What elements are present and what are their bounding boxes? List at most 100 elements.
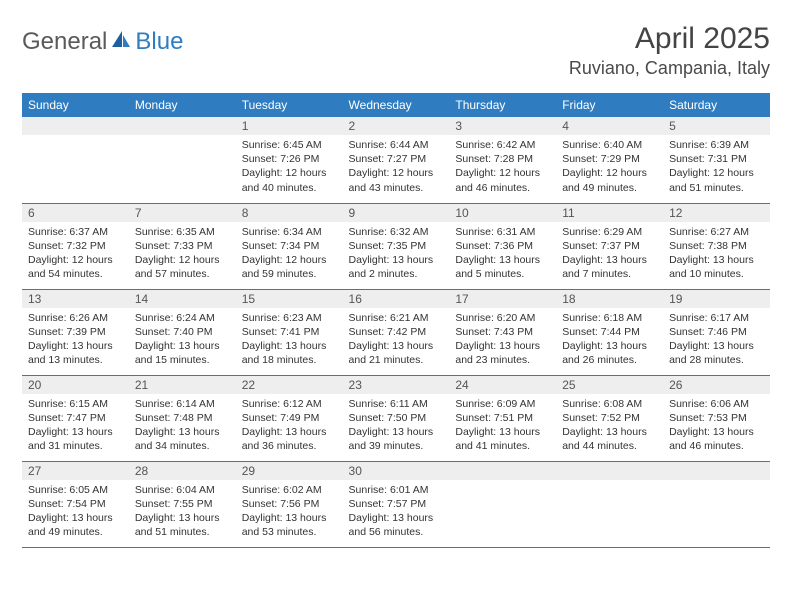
calendar-row: 27Sunrise: 6:05 AMSunset: 7:54 PMDayligh…: [22, 461, 770, 547]
day-details: Sunrise: 6:21 AMSunset: 7:42 PMDaylight:…: [343, 308, 450, 372]
daylight-line: Daylight: 13 hours and 51 minutes.: [135, 511, 230, 539]
weekday-col: Thursday: [449, 93, 556, 117]
day-number: 2: [343, 117, 450, 135]
daylight-line: Daylight: 12 hours and 40 minutes.: [242, 166, 337, 194]
sunrise-line: Sunrise: 6:20 AM: [455, 311, 550, 325]
day-cell: 24Sunrise: 6:09 AMSunset: 7:51 PMDayligh…: [449, 375, 556, 461]
daylight-line: Daylight: 13 hours and 39 minutes.: [349, 425, 444, 453]
sunset-line: Sunset: 7:43 PM: [455, 325, 550, 339]
daylight-line: Daylight: 13 hours and 56 minutes.: [349, 511, 444, 539]
calendar-row: 1Sunrise: 6:45 AMSunset: 7:26 PMDaylight…: [22, 117, 770, 203]
day-number-empty: [556, 462, 663, 480]
day-number: 23: [343, 376, 450, 394]
sunset-line: Sunset: 7:46 PM: [669, 325, 764, 339]
day-cell: 5Sunrise: 6:39 AMSunset: 7:31 PMDaylight…: [663, 117, 770, 203]
sunrise-line: Sunrise: 6:18 AM: [562, 311, 657, 325]
weekday-col: Monday: [129, 93, 236, 117]
day-number: 6: [22, 204, 129, 222]
day-number: 27: [22, 462, 129, 480]
day-number: 17: [449, 290, 556, 308]
sunset-line: Sunset: 7:34 PM: [242, 239, 337, 253]
sunset-line: Sunset: 7:41 PM: [242, 325, 337, 339]
sunrise-line: Sunrise: 6:17 AM: [669, 311, 764, 325]
daylight-line: Daylight: 13 hours and 53 minutes.: [242, 511, 337, 539]
calendar-page: GeneralBlue April 2025 Ruviano, Campania…: [0, 0, 792, 548]
day-details: Sunrise: 6:14 AMSunset: 7:48 PMDaylight:…: [129, 394, 236, 458]
sunset-line: Sunset: 7:40 PM: [135, 325, 230, 339]
calendar-body: 1Sunrise: 6:45 AMSunset: 7:26 PMDaylight…: [22, 117, 770, 547]
sunset-line: Sunset: 7:47 PM: [28, 411, 123, 425]
day-cell: 12Sunrise: 6:27 AMSunset: 7:38 PMDayligh…: [663, 203, 770, 289]
day-details: Sunrise: 6:17 AMSunset: 7:46 PMDaylight:…: [663, 308, 770, 372]
daylight-line: Daylight: 13 hours and 31 minutes.: [28, 425, 123, 453]
sunset-line: Sunset: 7:53 PM: [669, 411, 764, 425]
brand-part2: Blue: [135, 28, 183, 56]
day-number: 5: [663, 117, 770, 135]
day-cell: 1Sunrise: 6:45 AMSunset: 7:26 PMDaylight…: [236, 117, 343, 203]
day-cell: 2Sunrise: 6:44 AMSunset: 7:27 PMDaylight…: [343, 117, 450, 203]
sunset-line: Sunset: 7:35 PM: [349, 239, 444, 253]
day-cell: 8Sunrise: 6:34 AMSunset: 7:34 PMDaylight…: [236, 203, 343, 289]
day-details: Sunrise: 6:31 AMSunset: 7:36 PMDaylight:…: [449, 222, 556, 286]
day-cell: 23Sunrise: 6:11 AMSunset: 7:50 PMDayligh…: [343, 375, 450, 461]
sunrise-line: Sunrise: 6:02 AM: [242, 483, 337, 497]
day-cell: [22, 117, 129, 203]
sunset-line: Sunset: 7:39 PM: [28, 325, 123, 339]
day-number: 20: [22, 376, 129, 394]
day-number: 21: [129, 376, 236, 394]
day-details: Sunrise: 6:37 AMSunset: 7:32 PMDaylight:…: [22, 222, 129, 286]
calendar-row: 13Sunrise: 6:26 AMSunset: 7:39 PMDayligh…: [22, 289, 770, 375]
daylight-line: Daylight: 12 hours and 54 minutes.: [28, 253, 123, 281]
day-number: 24: [449, 376, 556, 394]
sunset-line: Sunset: 7:52 PM: [562, 411, 657, 425]
sunrise-line: Sunrise: 6:44 AM: [349, 138, 444, 152]
day-cell: 3Sunrise: 6:42 AMSunset: 7:28 PMDaylight…: [449, 117, 556, 203]
weekday-col: Friday: [556, 93, 663, 117]
day-cell: 13Sunrise: 6:26 AMSunset: 7:39 PMDayligh…: [22, 289, 129, 375]
sunrise-line: Sunrise: 6:15 AM: [28, 397, 123, 411]
daylight-line: Daylight: 13 hours and 2 minutes.: [349, 253, 444, 281]
sunset-line: Sunset: 7:38 PM: [669, 239, 764, 253]
sunrise-line: Sunrise: 6:31 AM: [455, 225, 550, 239]
day-details: Sunrise: 6:42 AMSunset: 7:28 PMDaylight:…: [449, 135, 556, 199]
day-number: 30: [343, 462, 450, 480]
sunrise-line: Sunrise: 6:27 AM: [669, 225, 764, 239]
day-cell: 10Sunrise: 6:31 AMSunset: 7:36 PMDayligh…: [449, 203, 556, 289]
day-details: Sunrise: 6:34 AMSunset: 7:34 PMDaylight:…: [236, 222, 343, 286]
day-cell: 21Sunrise: 6:14 AMSunset: 7:48 PMDayligh…: [129, 375, 236, 461]
sunrise-line: Sunrise: 6:29 AM: [562, 225, 657, 239]
daylight-line: Daylight: 13 hours and 7 minutes.: [562, 253, 657, 281]
day-details: Sunrise: 6:11 AMSunset: 7:50 PMDaylight:…: [343, 394, 450, 458]
day-cell: 18Sunrise: 6:18 AMSunset: 7:44 PMDayligh…: [556, 289, 663, 375]
sunset-line: Sunset: 7:32 PM: [28, 239, 123, 253]
day-number: 29: [236, 462, 343, 480]
day-details: Sunrise: 6:12 AMSunset: 7:49 PMDaylight:…: [236, 394, 343, 458]
day-number: 14: [129, 290, 236, 308]
day-cell: 7Sunrise: 6:35 AMSunset: 7:33 PMDaylight…: [129, 203, 236, 289]
sunrise-line: Sunrise: 6:06 AM: [669, 397, 764, 411]
sunrise-line: Sunrise: 6:23 AM: [242, 311, 337, 325]
sunset-line: Sunset: 7:54 PM: [28, 497, 123, 511]
day-details: Sunrise: 6:06 AMSunset: 7:53 PMDaylight:…: [663, 394, 770, 458]
sunset-line: Sunset: 7:44 PM: [562, 325, 657, 339]
day-cell: 26Sunrise: 6:06 AMSunset: 7:53 PMDayligh…: [663, 375, 770, 461]
sunset-line: Sunset: 7:57 PM: [349, 497, 444, 511]
sunset-line: Sunset: 7:26 PM: [242, 152, 337, 166]
brand-logo: GeneralBlue: [22, 22, 183, 56]
day-cell: [129, 117, 236, 203]
sunrise-line: Sunrise: 6:40 AM: [562, 138, 657, 152]
weekday-col: Tuesday: [236, 93, 343, 117]
sunrise-line: Sunrise: 6:01 AM: [349, 483, 444, 497]
sunset-line: Sunset: 7:50 PM: [349, 411, 444, 425]
location: Ruviano, Campania, Italy: [569, 58, 770, 79]
title-block: April 2025 Ruviano, Campania, Italy: [569, 22, 770, 79]
daylight-line: Daylight: 13 hours and 26 minutes.: [562, 339, 657, 367]
day-cell: 9Sunrise: 6:32 AMSunset: 7:35 PMDaylight…: [343, 203, 450, 289]
day-number-empty: [22, 117, 129, 135]
sunset-line: Sunset: 7:29 PM: [562, 152, 657, 166]
daylight-line: Daylight: 12 hours and 43 minutes.: [349, 166, 444, 194]
sunrise-line: Sunrise: 6:14 AM: [135, 397, 230, 411]
day-cell: 14Sunrise: 6:24 AMSunset: 7:40 PMDayligh…: [129, 289, 236, 375]
sunrise-line: Sunrise: 6:08 AM: [562, 397, 657, 411]
day-cell: 30 Sunrise: 6:01 AMSunset: 7:57 PMDayligh…: [343, 461, 450, 547]
